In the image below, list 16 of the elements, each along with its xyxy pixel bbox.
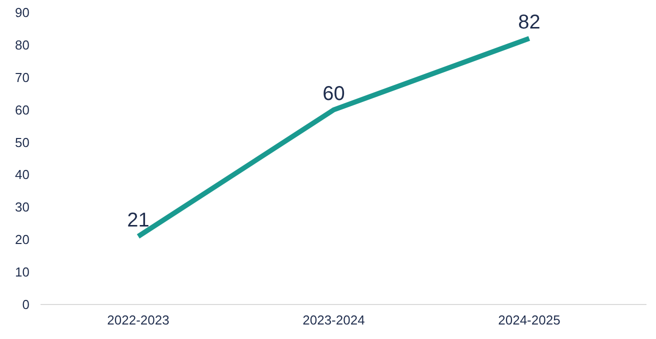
data-label: 21 [127, 209, 150, 232]
y-tick-label: 90 [15, 5, 30, 20]
y-tick-label: 40 [15, 167, 30, 182]
x-tick-label: 2023-2024 [302, 312, 365, 328]
y-tick-label: 80 [15, 37, 30, 52]
y-tick-label: 10 [15, 264, 30, 280]
y-tick-label: 50 [15, 134, 30, 150]
y-tick-label: 70 [15, 70, 30, 85]
x-tick-label: 2024-2025 [498, 312, 560, 328]
y-tick-label: 20 [15, 232, 30, 248]
y-tick-label: 60 [15, 102, 30, 118]
data-label: 82 [518, 11, 540, 34]
y-tick-label: 30 [15, 200, 30, 215]
x-tick-label: 2022-2023 [107, 312, 170, 328]
data-label: 60 [322, 82, 345, 105]
y-tick-label: 0 [22, 297, 30, 312]
